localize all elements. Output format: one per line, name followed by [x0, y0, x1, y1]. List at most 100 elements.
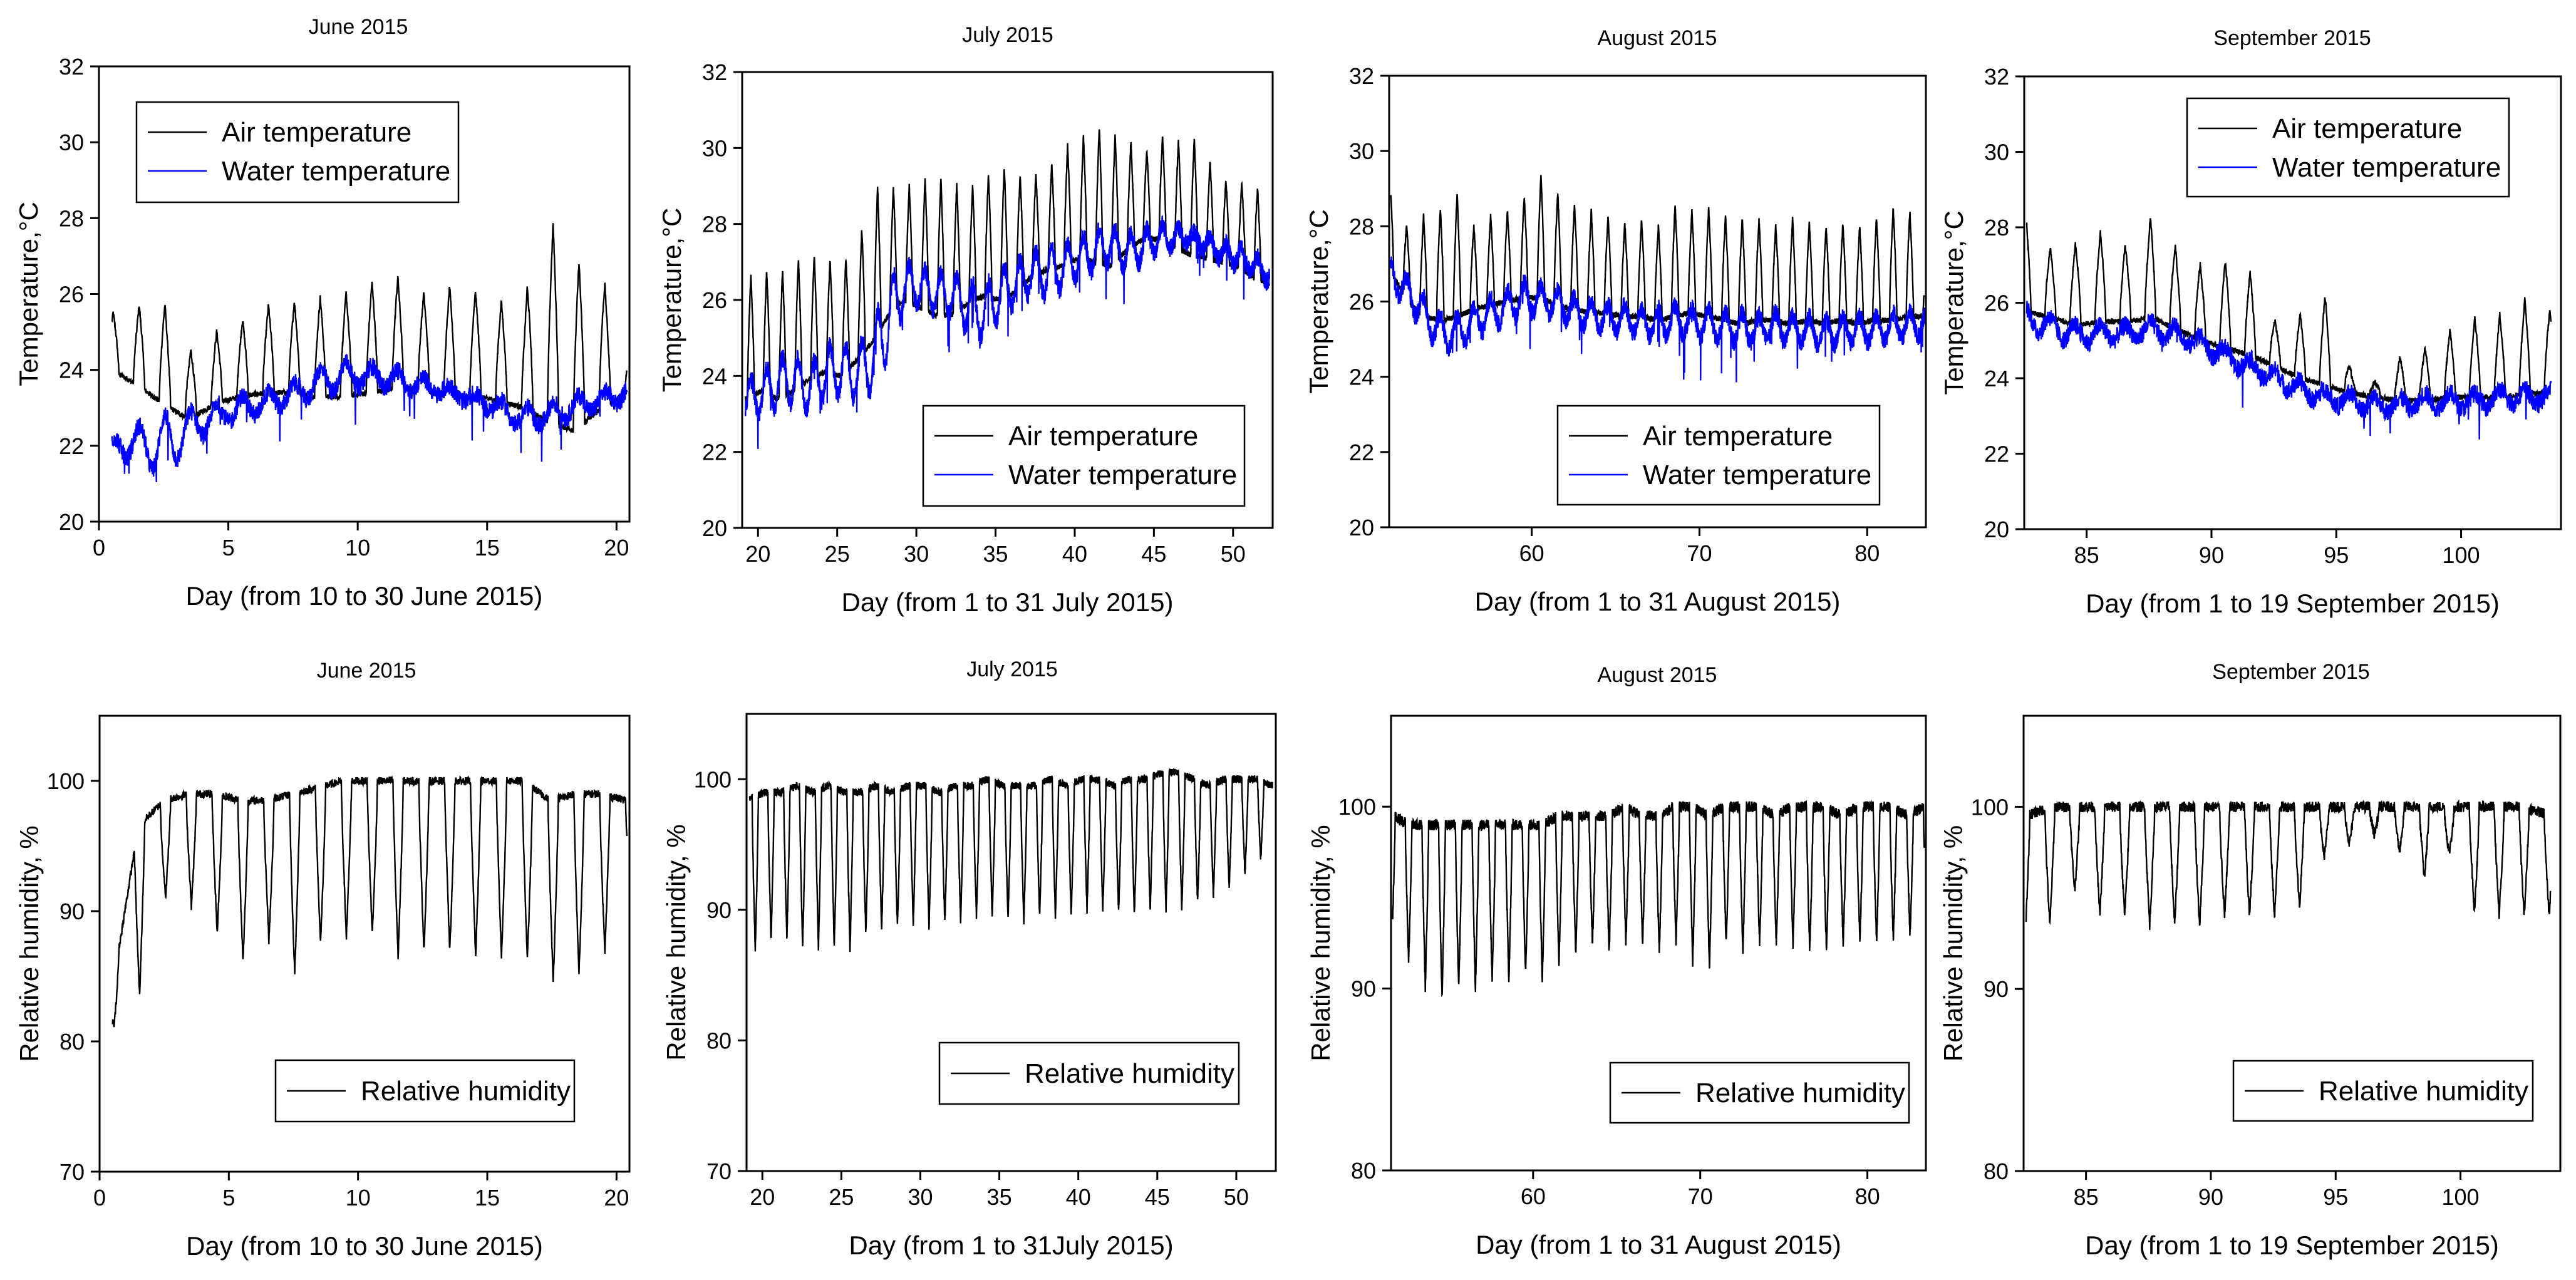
y-tick-label: 30	[1984, 140, 2009, 165]
x-tick-label: 70	[1688, 1184, 1713, 1209]
x-tick-label: 45	[1145, 1184, 1170, 1210]
x-tick-label: 0	[93, 1185, 106, 1210]
y-tick-label: 100	[694, 766, 732, 792]
x-tick-label: 70	[1687, 540, 1712, 566]
series-line-water-temperature	[744, 215, 1271, 449]
chart-title: September 2015	[2212, 660, 2369, 684]
y-tick-label: 90	[1984, 976, 2009, 1002]
x-tick-label: 30	[908, 1184, 933, 1210]
x-tick-label: 0	[93, 535, 105, 560]
y-tick-label: 22	[1349, 440, 1374, 465]
chart-title: June 2015	[317, 659, 416, 683]
y-tick-label: 70	[706, 1159, 732, 1184]
legend-box	[1556, 405, 1881, 506]
x-tick-label: 10	[346, 1185, 371, 1210]
series-line-water-temperature	[1390, 256, 1925, 383]
y-tick-label: 28	[1349, 214, 1374, 239]
legend: Air temperature Water temperature	[135, 101, 460, 204]
x-tick-label: 60	[1519, 540, 1544, 566]
y-tick-label: 28	[1984, 215, 2009, 240]
y-tick-label: 70	[59, 1159, 85, 1185]
legend-label: Relative humidity	[2319, 1076, 2528, 1107]
x-axis-label: Day (from 10 to 30 June 2015)	[186, 1231, 543, 1261]
x-axis-label: Day (from 1 to 19 September 2015)	[2086, 589, 2500, 618]
y-tick-label: 24	[702, 363, 727, 389]
y-axis-label: Relative humidity, %	[1306, 825, 1335, 1061]
y-tick-label: 90	[1351, 976, 1376, 1002]
y-tick-label: 20	[59, 509, 84, 535]
x-tick-label: 5	[222, 1185, 235, 1210]
y-tick-label: 24	[59, 358, 84, 383]
y-axis-label: Relative humidity, %	[1938, 825, 1968, 1061]
y-tick-label: 24	[1984, 366, 2009, 391]
y-tick-label: 30	[1349, 138, 1374, 164]
x-tick-label: 80	[1855, 1184, 1880, 1209]
chart-title: July 2015	[966, 658, 1058, 681]
y-tick-label: 26	[59, 282, 84, 307]
x-tick-label: 90	[2198, 1184, 2223, 1210]
plot-frame	[1390, 715, 1927, 1172]
series-line-air-temperature	[111, 223, 628, 434]
x-axis-label: Day (from 1 to 31 August 2015)	[1475, 587, 1841, 616]
y-tick-label: 90	[59, 899, 85, 924]
x-tick-label: 90	[2199, 542, 2224, 568]
chart-panel-6: July 2015 20 25 30 35 40 45 50 70 80 90 100 Day (fro…	[661, 658, 1277, 1260]
x-tick-label: 95	[2323, 1184, 2348, 1210]
x-axis-label: Day (from 1 to 31 August 2015)	[1476, 1230, 1841, 1259]
x-axis-label: Day (from 1 to 31 July 2015)	[842, 587, 1174, 617]
x-tick-label: 60	[1521, 1184, 1546, 1209]
y-tick-label: 80	[59, 1029, 85, 1055]
legend: Air temperature Water temperature	[1556, 405, 1881, 506]
legend-label: Water temperature	[2272, 152, 2501, 183]
legend: Relative humidity	[2232, 1060, 2534, 1122]
x-axis-label: Day (from 10 to 30 June 2015)	[186, 581, 543, 611]
legend-label: Water temperature	[1643, 460, 1871, 490]
x-tick-label: 100	[2443, 542, 2480, 568]
x-tick-label: 45	[1141, 541, 1166, 567]
y-tick-label: 22	[702, 440, 727, 465]
x-tick-label: 25	[829, 1184, 854, 1210]
x-tick-label: 50	[1224, 1184, 1249, 1210]
y-axis-label: Temperature,°C	[1939, 210, 1968, 395]
y-tick-label: 32	[59, 54, 84, 80]
legend-box	[922, 405, 1246, 507]
x-tick-label: 15	[475, 535, 500, 560]
y-tick-label: 30	[59, 130, 84, 155]
legend-label: Water temperature	[222, 156, 450, 187]
legend: Relative humidity	[938, 1041, 1240, 1105]
y-tick-label: 28	[59, 205, 84, 231]
x-tick-label: 40	[1062, 541, 1087, 567]
y-axis-label: Temperature,°C	[1304, 209, 1333, 394]
x-tick-label: 85	[2074, 542, 2099, 568]
chart-panel-1: June 2015 0 5 10 15 20 20 22 24 26 28 30 32 Day (from…	[14, 15, 631, 611]
y-tick-label: 28	[702, 212, 727, 237]
series-line-air-temperature	[744, 129, 1270, 401]
y-axis-label: Relative humidity, %	[14, 825, 44, 1061]
legend: Air temperature Water temperature	[2186, 97, 2510, 198]
chart-panel-7: August 2015 60 70 80 80 90 100 Day (from 1 to 3…	[1306, 663, 1927, 1259]
x-tick-label: 20	[745, 541, 770, 567]
series-line-air-temperature	[2025, 218, 2552, 406]
x-tick-label: 30	[904, 541, 929, 567]
legend-box	[135, 101, 460, 204]
y-tick-label: 32	[702, 59, 727, 85]
chart-title: August 2015	[1598, 663, 1717, 687]
series-line-relative-humidity	[748, 768, 1273, 952]
y-tick-label: 24	[1349, 364, 1374, 390]
x-tick-label: 20	[604, 1185, 629, 1210]
chart-panel-5: June 2015 0 5 10 15 20 70 80 90 100 Day (from 10 t…	[14, 659, 631, 1261]
legend-label: Relative humidity	[1695, 1078, 1905, 1108]
x-tick-label: 5	[222, 535, 235, 560]
plot-frame	[745, 713, 1277, 1172]
legend: Air temperature Water temperature	[922, 405, 1246, 507]
legend-label: Water temperature	[1008, 460, 1237, 490]
x-tick-label: 80	[1854, 540, 1880, 566]
series-line-relative-humidity	[111, 775, 628, 1028]
x-tick-label: 20	[604, 535, 629, 560]
chart-title: June 2015	[309, 15, 408, 39]
legend-label: Air temperature	[1643, 421, 1833, 452]
y-tick-label: 22	[1984, 441, 2009, 467]
legend-label: Air temperature	[1008, 421, 1198, 452]
y-tick-label: 26	[1984, 291, 2009, 316]
legend-label: Relative humidity	[1025, 1058, 1234, 1089]
